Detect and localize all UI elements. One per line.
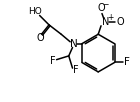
Text: F: F: [73, 65, 79, 75]
Text: F: F: [50, 56, 56, 66]
Text: O: O: [97, 3, 105, 13]
Text: F: F: [124, 58, 130, 68]
Text: HO: HO: [28, 7, 42, 16]
Text: O: O: [116, 17, 124, 27]
Text: −: −: [103, 0, 109, 9]
Text: N: N: [70, 39, 77, 49]
Text: O: O: [37, 33, 44, 43]
Text: +: +: [107, 13, 113, 22]
Text: N: N: [102, 17, 109, 27]
